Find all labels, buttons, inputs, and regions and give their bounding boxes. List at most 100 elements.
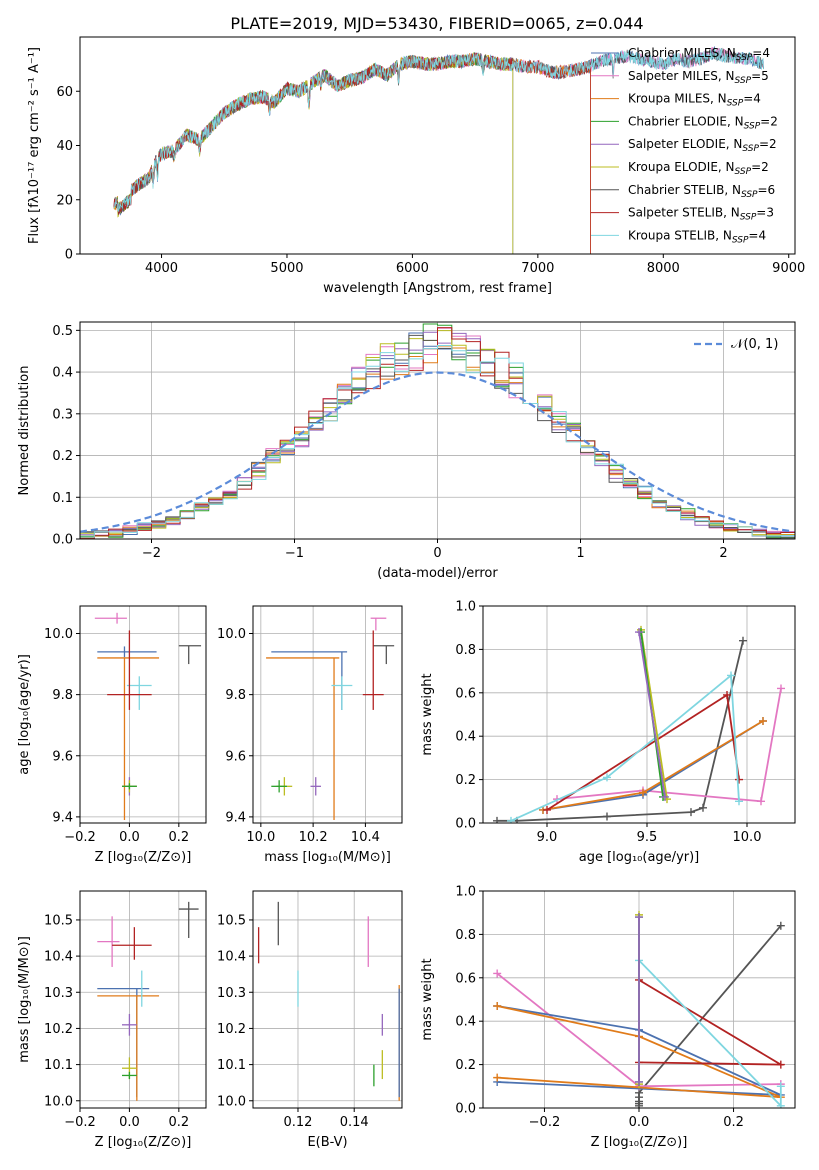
x-tick-label: 10.4: [351, 830, 380, 845]
weight-series: [635, 628, 669, 801]
errorbar-point: [107, 630, 152, 710]
weight-marker: [735, 775, 743, 784]
y-tick-label: 1.0: [455, 600, 476, 615]
y-axis-label: age [log₁₀(age/yr)]: [17, 654, 32, 775]
errorbar-point: [373, 645, 395, 665]
y-axis-label: Normed distribution: [17, 366, 32, 496]
errorbar-point: [178, 901, 199, 939]
histogram-series: [80, 345, 795, 538]
weight-marker: [603, 812, 611, 821]
y-tick-label: 0.6: [455, 971, 476, 986]
x-tick-label: 10.0: [246, 830, 275, 845]
legend-entry: Kroupa MILES, NSSP=4: [628, 92, 761, 109]
x-tick-label: 9.0: [537, 830, 558, 845]
y-tick-label: 0.8: [455, 928, 476, 943]
weight-marker: [493, 969, 502, 978]
x-tick-label: 0.14: [340, 1115, 369, 1130]
weight-marker: [661, 792, 669, 801]
errorbar-point: [266, 657, 340, 820]
y-tick-label: 0.2: [52, 449, 73, 464]
y-axis-label: mass [log₁₀(M/M⊙)]: [17, 936, 32, 1063]
weight-marker: [543, 805, 551, 814]
weight-marker: [687, 808, 695, 817]
axes-frame: 0.12 0.14 10.0 10.1 10.2 10.3 10.4 10.5 E(B-V): [217, 890, 403, 1150]
figure-title: PLATE=2019, MJD=53430, FIBERID=0065, z=0…: [230, 14, 643, 33]
panel-age_vs_mass: 10.0 10.2 10.4 9.4 9.6 9.8 10.0 mass [log₁₀(M/M…: [217, 605, 403, 865]
legend-entry: Kroupa STELIB, NSSP=4: [628, 228, 766, 245]
legend-entry: Chabrier MILES, NSSP=4: [628, 46, 770, 63]
y-tick-label: 9.8: [225, 688, 246, 703]
x-tick-label: 4000: [145, 261, 178, 276]
y-tick-label: 10.4: [217, 950, 246, 965]
y-tick-label: 0.2: [455, 773, 476, 788]
weight-series: [553, 684, 785, 806]
weight-marker: [727, 671, 735, 680]
x-tick-label: 0.0: [629, 1115, 650, 1130]
plot-area: [97, 901, 199, 1101]
x-tick-label: 5000: [270, 261, 303, 276]
errorbar-point: [112, 927, 152, 960]
errorbar-point: [97, 646, 157, 658]
x-tick-label: 1: [576, 546, 584, 561]
x-tick-label: −0.2: [64, 830, 96, 845]
panel-mass_vs_Z: −0.2 0.0 0.2 10.0 10.1 10.2 10.3 10.4 10.5 Z [log…: [17, 890, 207, 1150]
panel-weight_vs_age: 9.0 9.5 10.0 0.0 0.2 0.4 0.6 0.8 1.0 age [log₁₀(a…: [420, 600, 796, 865]
panel-weight_vs_Z: −0.2 0.0 0.2 0.0 0.2 0.4 0.6 0.8 1.0 Z [log₁₀(Z/Z…: [420, 885, 796, 1150]
x-tick-label: 10.0: [733, 830, 762, 845]
weight-marker: [723, 690, 731, 699]
axes-box: [252, 890, 403, 1109]
weight-marker: [507, 816, 515, 823]
weight-marker: [776, 1101, 785, 1108]
errorbar-point: [310, 777, 321, 796]
weight-marker: [639, 788, 647, 797]
x-axis-label: wavelength [Angstrom, rest frame]: [323, 281, 552, 296]
weight-marker: [759, 717, 767, 726]
y-tick-label: 60: [56, 85, 73, 100]
x-axis-label: (data-model)/error: [377, 566, 498, 581]
y-tick-label: 0.0: [455, 1102, 476, 1117]
x-tick-label: 0.2: [723, 1115, 744, 1130]
errorbar-point: [122, 1071, 137, 1080]
plot-area: [257, 901, 400, 1101]
y-axis-label: Flux [fλ10⁻¹⁷ erg cm⁻² s⁻¹ A⁻¹]: [27, 47, 42, 244]
y-tick-label: 10.0: [44, 1094, 73, 1109]
x-tick-label: 8000: [647, 261, 680, 276]
x-axis-label: mass [log₁₀(M/M⊙)]: [264, 850, 391, 865]
y-tick-label: 9.8: [52, 688, 73, 703]
errorbar-point: [122, 1013, 137, 1036]
normal-curve: [80, 371, 793, 533]
legend: Chabrier MILES, NSSP=4 Salpeter MILES, NS…: [591, 46, 778, 245]
weight-marker: [493, 816, 501, 823]
weight-marker: [776, 921, 785, 930]
weight-line: [510, 673, 740, 822]
y-tick-label: 0: [65, 248, 73, 263]
histogram-series: [80, 327, 795, 539]
plot-area: [266, 617, 395, 820]
panel-mass_vs_EBV: 0.12 0.14 10.0 10.1 10.2 10.3 10.4 10.5 E(B-V): [217, 890, 403, 1150]
x-tick-label: 6000: [396, 261, 429, 276]
x-axis-label: Z [log₁₀(Z/Z⊙)]: [95, 1135, 192, 1150]
errorbar-point: [126, 676, 152, 710]
weight-marker: [635, 1077, 643, 1086]
errorbar-point: [178, 645, 202, 665]
y-axis-label: mass weight: [420, 673, 435, 755]
weight-marker: [735, 797, 743, 806]
x-tick-label: −0.2: [529, 1115, 561, 1130]
weight-line: [497, 640, 744, 822]
y-tick-label: 9.6: [225, 749, 246, 764]
x-tick-label: 2: [719, 546, 727, 561]
axes-frame: −0.2 0.0 0.2 10.0 10.1 10.2 10.3 10.4 10.5 Z [log…: [17, 890, 207, 1150]
weight-marker: [739, 636, 747, 645]
y-tick-label: 10.1: [44, 1058, 73, 1073]
legend-entry: 𝒩(0, 1): [731, 337, 778, 352]
x-axis-label: Z [log₁₀(Z/Z⊙)]: [591, 1135, 688, 1150]
weight-line: [638, 959, 782, 1108]
plot-area: [493, 910, 785, 1108]
x-tick-label: −1: [285, 546, 304, 561]
y-tick-label: 0.0: [455, 817, 476, 832]
axes-frame: −2 −1 0 1 2 0.0 0.1 0.2 0.3 0.4 0.5 (data-model)/er…: [17, 321, 796, 581]
weight-marker: [776, 1060, 785, 1069]
y-tick-label: 9.6: [52, 749, 73, 764]
weight-line: [638, 925, 782, 1106]
